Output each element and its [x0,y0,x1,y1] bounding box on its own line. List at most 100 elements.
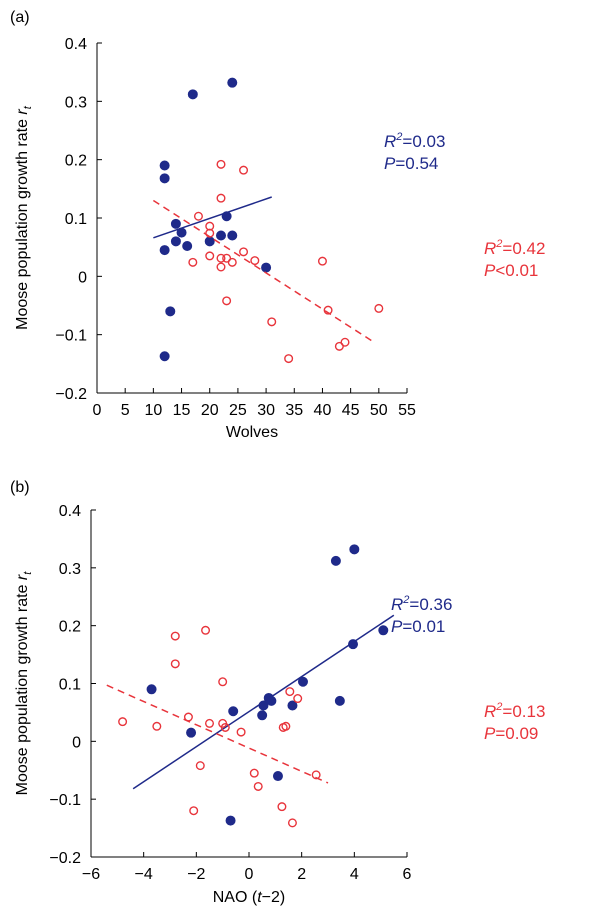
r-squared-symbol: R [484,239,496,258]
x-tick-label: 40 [314,402,332,419]
data-point [220,722,230,732]
y-axis-label: Moose population growth rate rt [14,571,34,796]
y-axis-label-text: Moose population growth rate [14,580,31,795]
x-tick-label: 5 [121,402,130,419]
data-point [258,700,269,711]
data-point [227,77,238,88]
data-point [378,625,389,636]
r-squared-annotation: R2=0.36 [391,594,452,614]
y-axis-label-text: Moose population growth rate [14,115,31,330]
data-point [272,771,283,782]
data-point [257,710,268,721]
data-point [222,296,232,306]
data-point [250,256,260,266]
r-squared-exponent: 2 [495,701,502,713]
y-tick-label: −0.1 [49,792,81,809]
data-point [293,694,303,704]
p-value-value: =0.09 [495,724,538,743]
y-axis-label-subscript: t [22,105,34,109]
x-tick-label: 35 [285,402,303,419]
r-squared-annotation: R2=0.03 [384,131,445,151]
data-point [221,211,232,222]
x-tick-label: 20 [201,402,219,419]
r-squared-exponent: 2 [402,594,409,606]
data-point [165,306,176,317]
r-squared-value: =0.03 [402,132,445,151]
panel-label: (a) [10,9,30,26]
p-value-symbol: P [484,724,496,743]
y-axis-label-r: r [14,109,31,115]
y-tick-label: −0.1 [55,328,87,345]
data-point [204,236,215,247]
y-tick-label: 0 [78,269,87,286]
r-squared-value: =0.13 [502,702,545,721]
p-value-annotation: P=0.09 [484,724,538,743]
data-point [187,89,198,100]
data-point [340,337,350,347]
data-point [249,768,259,778]
data-point [189,806,199,816]
data-point [216,193,226,203]
data-point [182,241,193,251]
x-axis-label: Wolves [226,424,278,441]
r-squared-symbol: R [484,702,496,721]
data-point [236,727,246,737]
data-point [348,639,359,650]
y-tick-label: 0.1 [65,211,87,228]
data-point [253,781,263,791]
x-axis-label-text: Wolves [226,424,278,441]
x-tick-label: 0 [245,866,254,883]
x-tick-label: 10 [144,402,162,419]
x-tick-label: −4 [135,866,153,883]
p-value-symbol: P [484,261,496,280]
x-tick-label: −6 [82,866,100,883]
data-point [330,555,341,566]
y-tick-label: 0.1 [59,677,81,694]
data-point [159,351,170,362]
x-tick-label: 4 [350,866,359,883]
data-point [188,257,198,267]
y-axis-label-r: r [14,574,31,580]
data-point [349,544,360,555]
y-tick-label: 0.3 [65,94,87,111]
data-point [170,631,180,641]
x-tick-label: 45 [342,402,360,419]
x-tick-label: 50 [370,402,388,419]
r-squared-symbol: R [384,132,396,151]
data-point [239,247,249,257]
data-point [159,160,170,171]
data-point [195,761,205,771]
x-axis-label-tail: −2) [262,889,286,906]
data-point [227,257,237,267]
y-tick-label: −0.2 [55,386,87,403]
data-point [216,253,226,263]
y-tick-label: 0.4 [59,503,81,520]
y-axis-label-subscript: t [22,571,34,575]
r-squared-symbol: R [391,595,403,614]
r-squared-exponent: 2 [395,131,402,143]
data-point [159,173,170,184]
data-point [317,256,327,266]
data-point [323,305,333,315]
data-point [170,218,181,229]
data-point [227,230,238,241]
data-point [152,721,162,731]
y-tick-label: 0.2 [59,619,81,636]
data-point [183,712,193,722]
r-squared-annotation: R2=0.42 [484,238,545,258]
x-tick-label: 25 [229,402,247,419]
data-point [281,721,291,731]
data-point [216,262,226,272]
data-point [193,211,203,221]
x-axis-label-italic: t [257,889,262,906]
y-tick-label: 0 [72,734,81,751]
x-tick-label: −2 [187,866,205,883]
p-value-value: =0.01 [402,617,445,636]
data-point [287,818,297,828]
data-point [204,718,214,728]
y-axis-label: Moose population growth rate rt [14,105,34,330]
data-point [277,802,287,812]
data-point [216,159,226,169]
fit-line [106,684,329,784]
x-tick-label: 0 [93,402,102,419]
